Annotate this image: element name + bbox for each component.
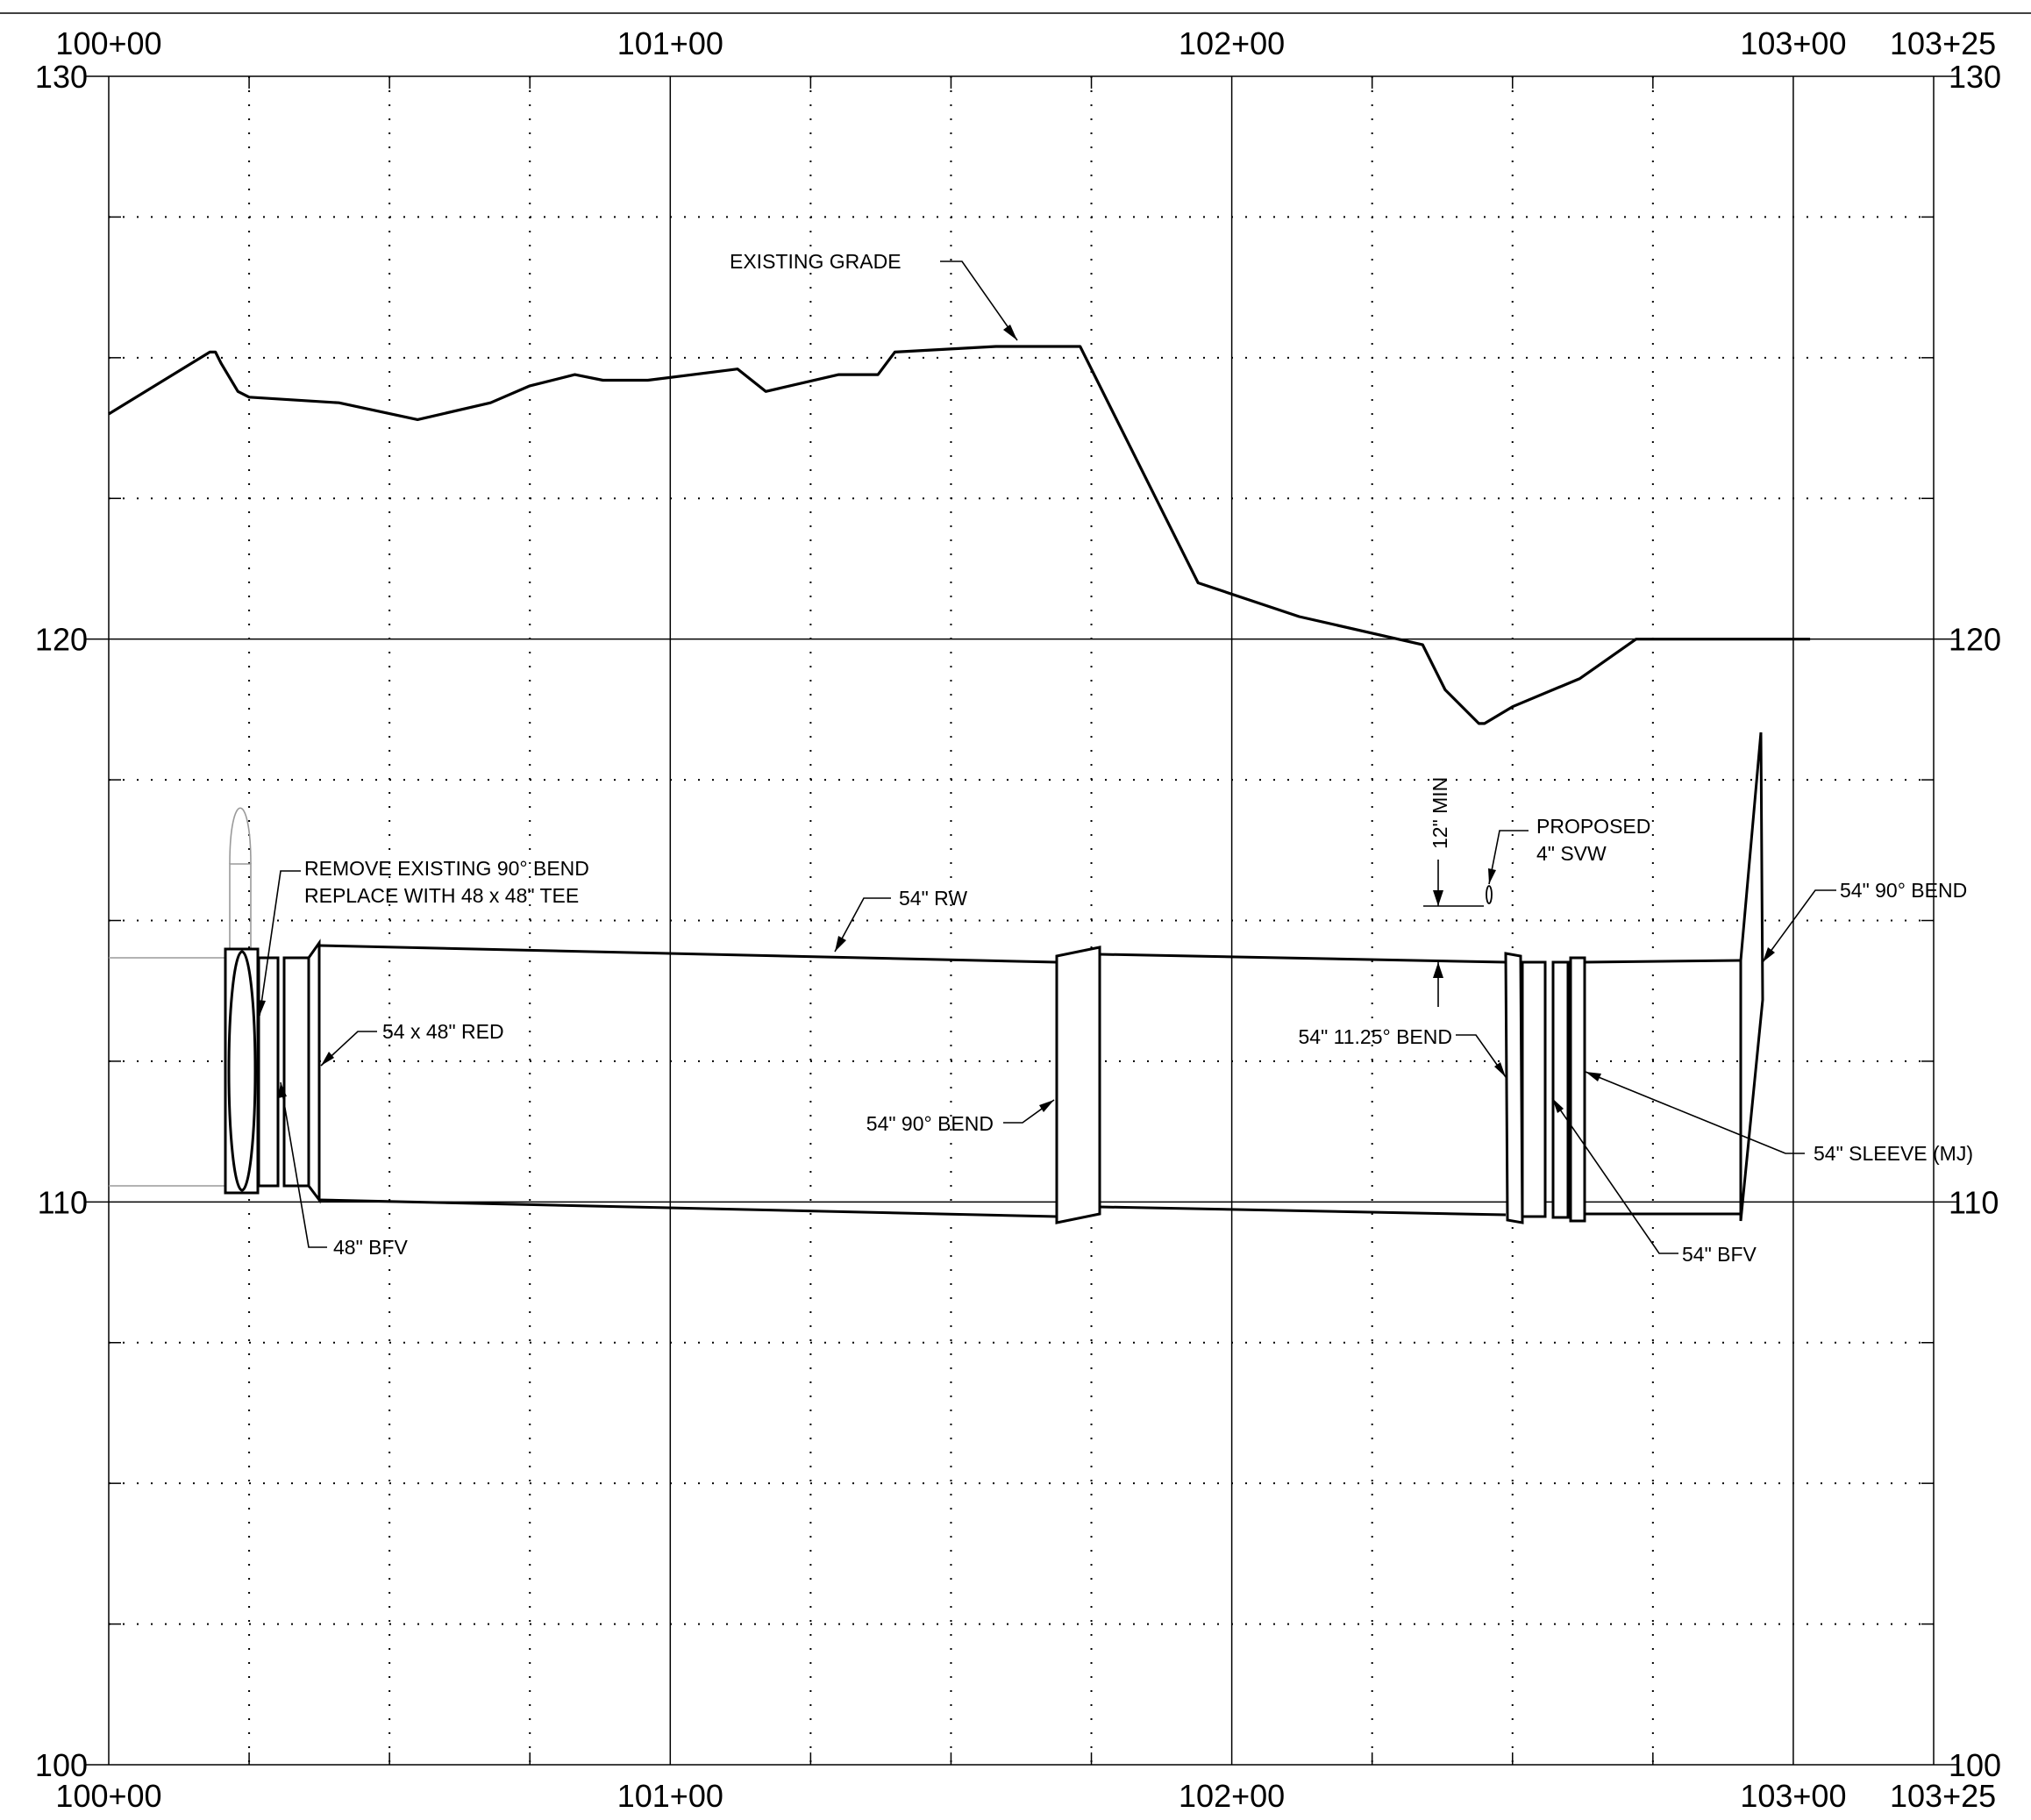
callout-leaders — [257, 261, 1836, 1254]
label-54-bfv: 54" BFV — [1682, 1243, 1757, 1266]
existing-grade-line — [108, 345, 1811, 725]
label-4-svw: 4" SVW — [1536, 842, 1607, 865]
label-existing-grade: EXISTING GRADE — [730, 250, 901, 273]
reducer-flange — [282, 956, 310, 1188]
label-90-bend-end: 54" 90° BEND — [1840, 879, 1967, 902]
elev-label-right: 130 — [1949, 59, 2001, 95]
station-label-bottom: 101+00 — [617, 1778, 723, 1814]
minor-grid — [109, 76, 1934, 1765]
station-label-top: 101+00 — [617, 25, 723, 61]
sleeve-mj-b — [1569, 956, 1586, 1223]
station-label-top: 100+00 — [55, 25, 161, 61]
axis-labels: 100+00 100+00 101+00 101+00 102+00 102+00 103+… — [35, 25, 2001, 1814]
min-cover-label: 12" MIN — [1429, 777, 1451, 849]
label-sleeve-mj: 54" SLEEVE (MJ) — [1814, 1142, 1973, 1165]
elev-label-left: 110 — [38, 1184, 88, 1220]
elev-label-right: 120 — [1949, 622, 2001, 658]
station-label-top: 103+25 — [1890, 25, 1996, 61]
sleeve-mj-a — [1551, 960, 1570, 1219]
station-label-bottom: 100+00 — [55, 1778, 161, 1814]
station-label-bottom: 103+00 — [1740, 1778, 1846, 1814]
label-11-25-bend: 54" 11.25° BEND — [1299, 1025, 1452, 1048]
label-90-bend-mid: 54" 90° BEND — [866, 1112, 994, 1135]
bend-90-mid — [1055, 946, 1101, 1224]
label-proposed: PROPOSED — [1536, 815, 1650, 838]
label-remove-bend: REMOVE EXISTING 90° BEND — [304, 857, 589, 880]
tee-branch-ellipse — [227, 950, 257, 1192]
elev-label-left: 130 — [35, 59, 88, 95]
min-cover-dimension: 12" MIN — [1423, 777, 1529, 1007]
valve-48-bfv — [257, 956, 280, 1188]
elev-label-right: 100 — [1949, 1747, 2001, 1783]
elev-label-right: 110 — [1949, 1184, 1999, 1220]
existing-pipe-stub — [109, 807, 252, 1187]
axis-ticks — [109, 76, 1934, 1765]
label-replace-tee: REPLACE WITH 48 x 48" TEE — [304, 884, 579, 907]
station-label-top: 103+00 — [1740, 25, 1846, 61]
station-label-bottom: 102+00 — [1179, 1778, 1285, 1814]
elev-label-left: 100 — [35, 1747, 88, 1783]
station-label-top: 102+00 — [1179, 25, 1285, 61]
valve-54-bfv — [1521, 960, 1547, 1218]
label-48-bfv: 48" BFV — [333, 1236, 409, 1259]
bend-90-end — [1739, 732, 1764, 1222]
reducer-taper — [307, 939, 321, 1204]
svw-symbol — [1486, 885, 1493, 904]
proposed-54-inch-pipe — [224, 732, 1764, 1224]
elev-label-left: 120 — [35, 622, 88, 658]
station-label-bottom: 103+25 — [1890, 1778, 1996, 1814]
label-54-rw: 54" RW — [899, 887, 967, 910]
bend-11-25 — [1504, 952, 1524, 1224]
label-reducer: 54 x 48" RED — [382, 1020, 504, 1043]
